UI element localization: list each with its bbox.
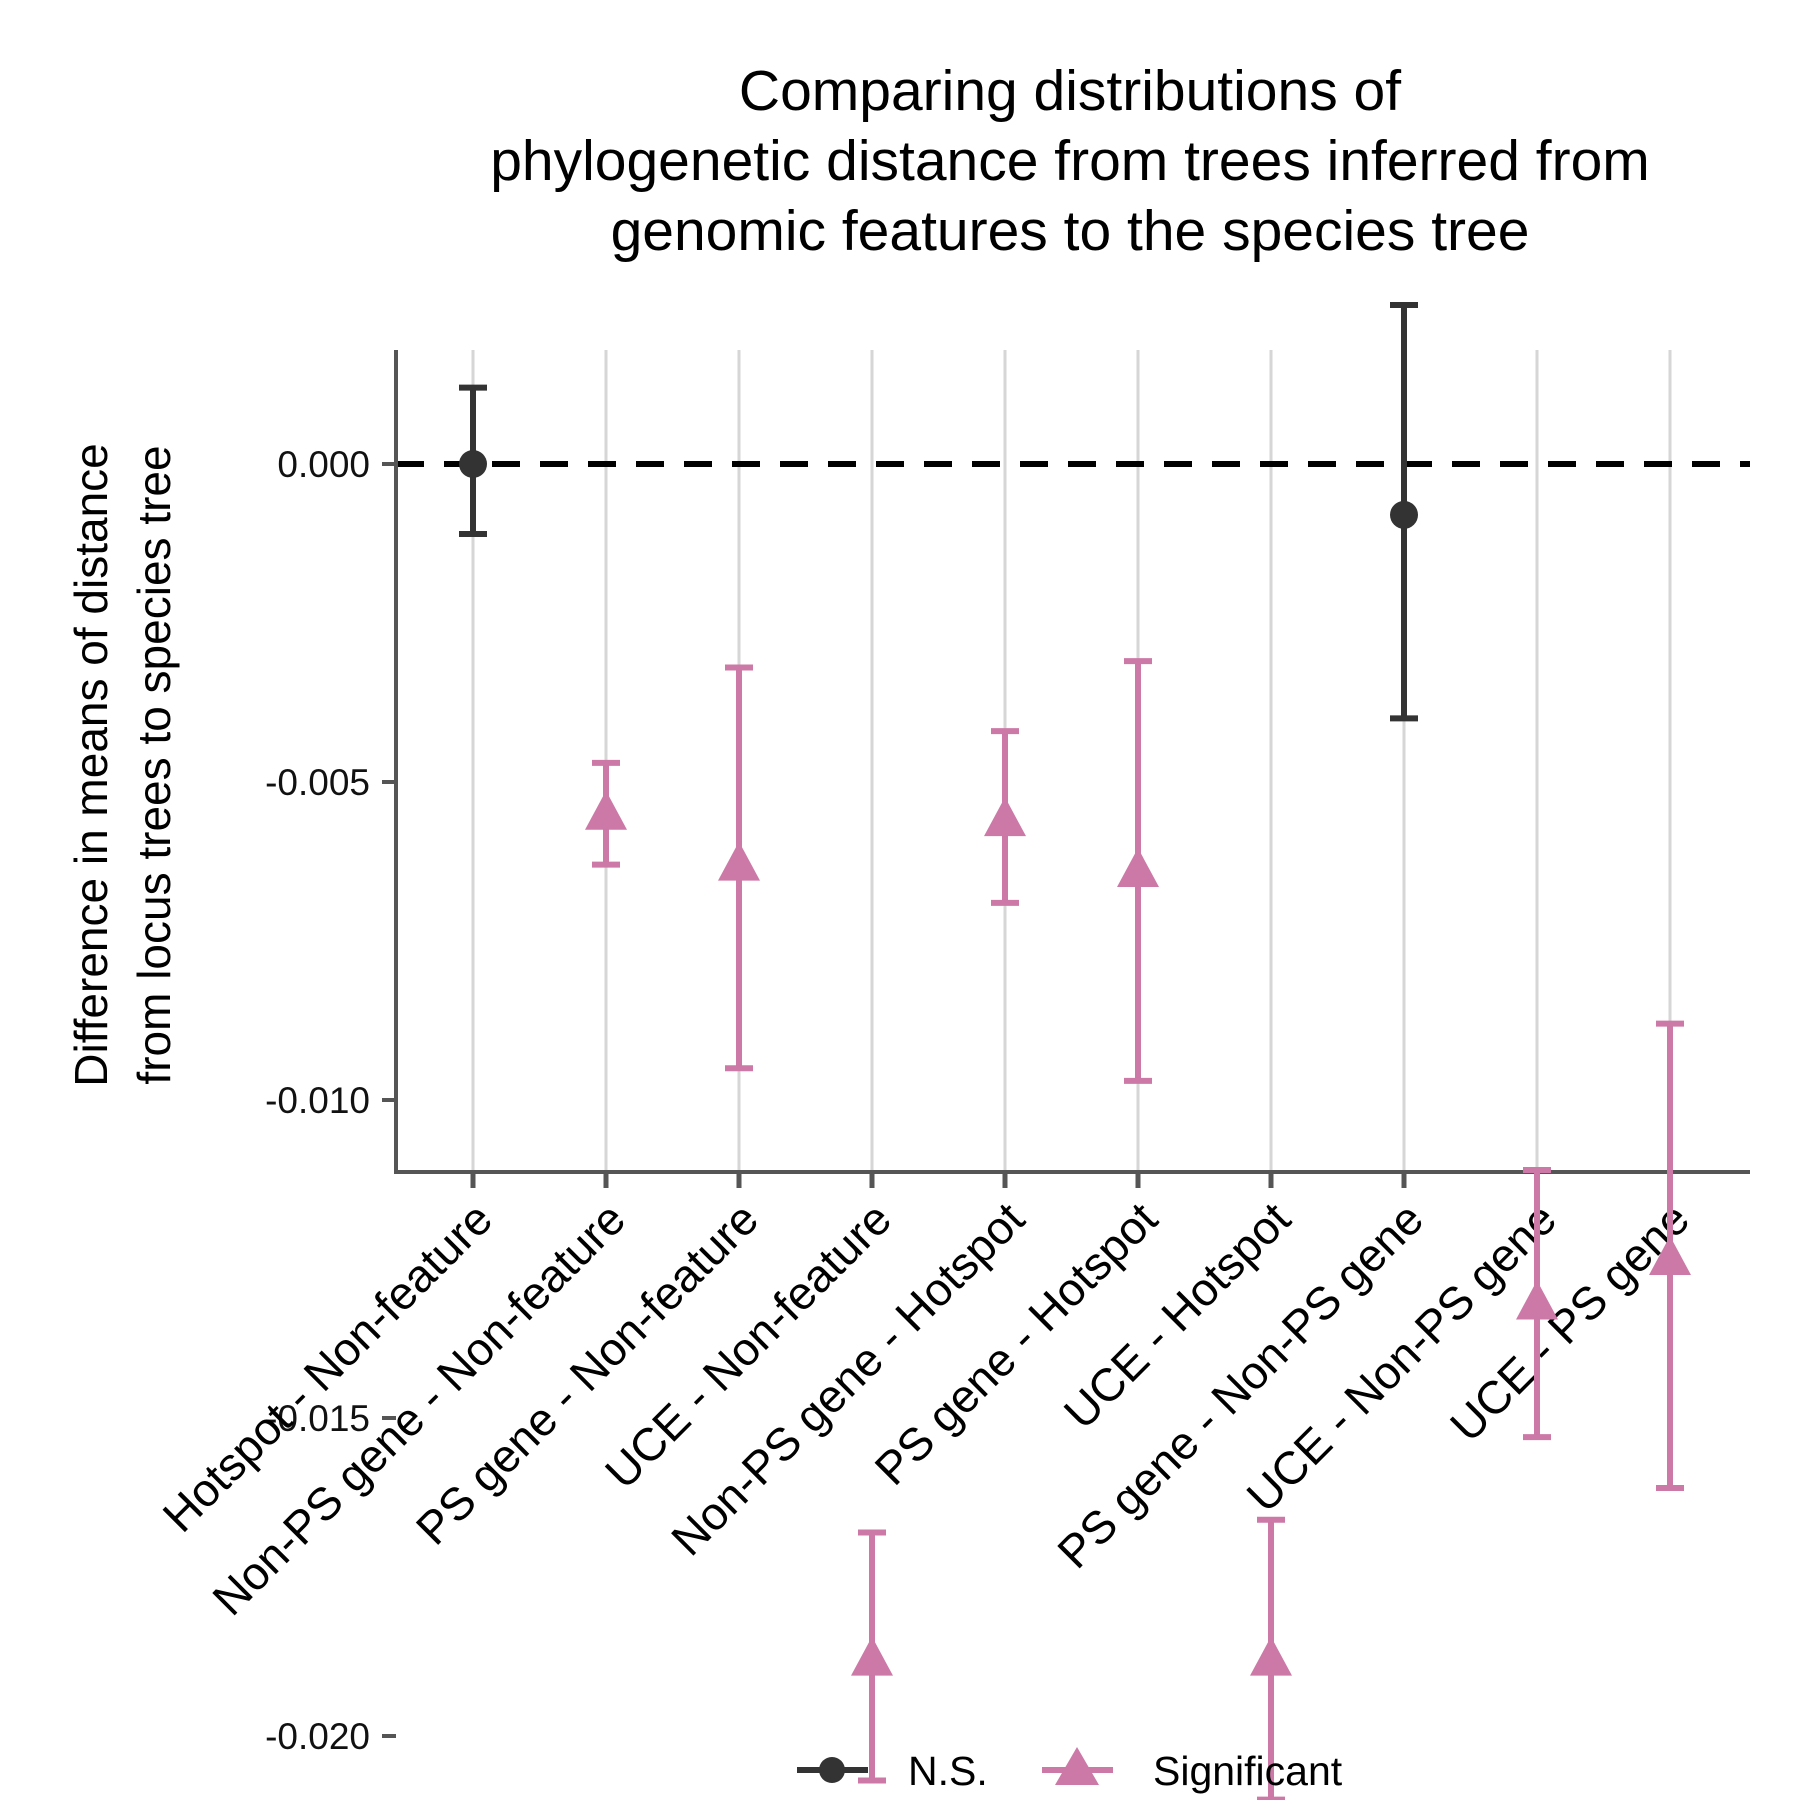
chart-title-line-3: genomic features to the species tree: [611, 199, 1530, 263]
chart-title-line-1: Comparing distributions of: [739, 59, 1401, 123]
chart-title: Comparing distributions of phylogenetic …: [490, 59, 1650, 263]
y-tick-label: -0.010: [265, 1080, 370, 1121]
x-tick-label: UCE - Hotspot: [1054, 1192, 1301, 1439]
data-point: [1390, 500, 1418, 529]
grid-lines: [471, 350, 1672, 1172]
data-point: [851, 1636, 893, 1676]
x-tick-label: UCE - PS gene: [1440, 1192, 1699, 1451]
legend-ns-label: N.S.: [908, 1748, 988, 1794]
data-point: [459, 450, 487, 478]
data-marks: [459, 302, 1691, 1800]
legend-item-significant: Significant: [1042, 1747, 1343, 1794]
y-tick-label: -0.015: [265, 1398, 370, 1439]
data-point: [1117, 848, 1159, 888]
legend-significant-label: Significant: [1153, 1748, 1343, 1794]
y-tick-label: -0.020: [265, 1716, 370, 1757]
data-point: [1516, 1280, 1558, 1320]
data-point: [718, 841, 760, 881]
data-point: [1250, 1636, 1292, 1676]
legend-significant-triangle-icon: [1055, 1747, 1099, 1785]
y-axis-title-line-1: Difference in means of distance: [65, 443, 117, 1087]
y-tick-label: 0.000: [277, 444, 370, 485]
y-tick-label: -0.005: [265, 762, 370, 803]
y-axis-title: Difference in means of distance from loc…: [65, 443, 180, 1087]
legend: N.S. Significant: [797, 1747, 1343, 1794]
legend-item-ns: N.S.: [797, 1748, 988, 1794]
y-axis-title-line-2: from locus trees to species tree: [128, 445, 180, 1084]
data-point: [984, 797, 1026, 837]
data-point: [585, 790, 627, 830]
chart-title-line-2: phylogenetic distance from trees inferre…: [490, 129, 1650, 193]
legend-ns-circle-icon: [819, 1757, 845, 1783]
data-point: [1649, 1236, 1691, 1275]
